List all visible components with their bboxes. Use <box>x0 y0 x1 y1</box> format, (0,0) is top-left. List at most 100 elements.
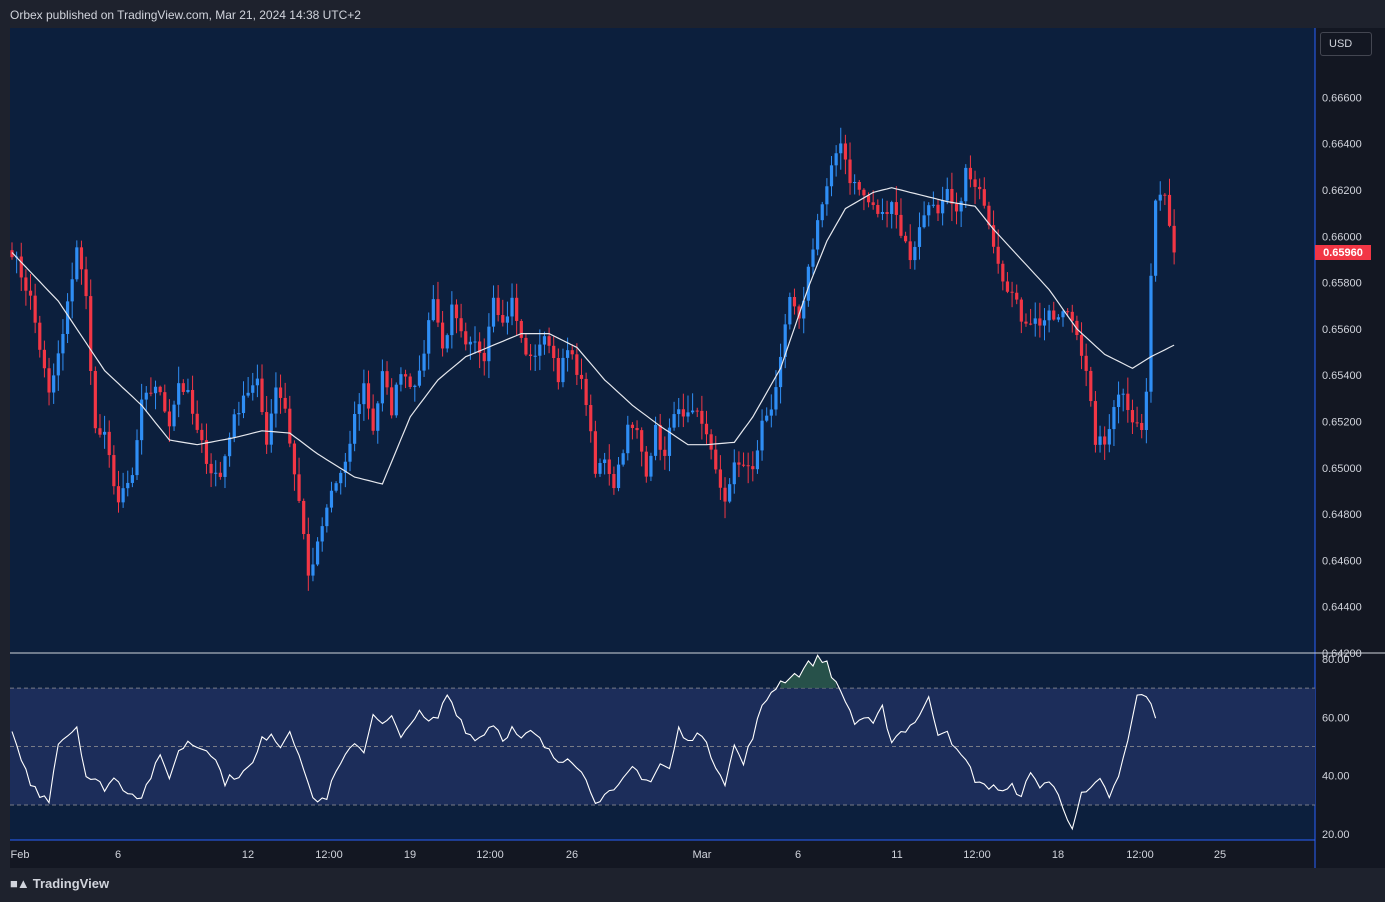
candle-body <box>630 424 635 428</box>
candle-body <box>265 412 269 445</box>
moving-average-line <box>11 187 1175 485</box>
candle-body <box>38 322 42 350</box>
candle <box>769 394 773 428</box>
candle <box>89 279 93 385</box>
candle <box>246 376 250 398</box>
candle-body <box>751 466 755 470</box>
candle <box>584 372 588 416</box>
candle-body <box>190 389 195 414</box>
candle <box>1015 284 1019 305</box>
candle-body <box>255 378 259 386</box>
candle <box>968 155 973 188</box>
candle-body <box>723 487 727 502</box>
candle-body <box>746 465 750 467</box>
candle-body <box>431 299 435 321</box>
candle <box>385 361 389 395</box>
candle-body <box>667 427 672 456</box>
currency-button[interactable]: USD <box>1320 32 1372 56</box>
candle-body <box>927 205 931 216</box>
candle-body <box>496 297 500 316</box>
candle <box>1033 302 1037 337</box>
candle <box>371 394 375 435</box>
candle-body <box>524 337 528 355</box>
time-tick-label: 11 <box>891 849 902 861</box>
candle-body <box>1107 429 1111 445</box>
candle <box>65 293 70 344</box>
candle-body <box>941 200 945 214</box>
candle-body <box>464 331 468 345</box>
price-tick-label: 0.66400 <box>1322 139 1362 151</box>
candle <box>417 355 422 388</box>
candle-body <box>195 413 199 430</box>
candle <box>561 348 565 388</box>
candle-body <box>1167 194 1172 226</box>
candle <box>181 379 185 396</box>
candle <box>1010 281 1014 308</box>
candle <box>649 452 653 482</box>
candle-body <box>1001 263 1005 282</box>
candle <box>695 407 699 418</box>
candle-body <box>98 428 102 435</box>
candle <box>362 369 366 421</box>
candle <box>737 451 741 478</box>
candle-body <box>607 459 611 474</box>
candle <box>177 366 181 418</box>
candle <box>570 344 574 360</box>
candle-body <box>459 318 463 332</box>
candle-body <box>672 414 676 428</box>
candle-body <box>56 353 60 376</box>
candle-body <box>626 424 630 454</box>
candle-body <box>515 297 519 321</box>
candle <box>788 292 792 330</box>
candle-body <box>505 316 510 323</box>
candle <box>510 283 514 326</box>
candle-body <box>75 247 79 280</box>
candle <box>603 452 607 475</box>
candle-body <box>42 349 47 369</box>
candle <box>334 481 338 493</box>
candle-body <box>1140 422 1144 430</box>
candle <box>927 202 931 227</box>
candle-body <box>695 410 699 412</box>
candle <box>348 430 352 472</box>
candle-body <box>922 215 926 228</box>
brand: ■▲ TradingView <box>10 876 109 891</box>
candle <box>593 420 597 478</box>
candle <box>103 415 107 449</box>
candle-body <box>93 371 97 429</box>
candle <box>42 340 47 378</box>
candle <box>880 198 885 221</box>
candle-body <box>297 474 301 501</box>
candle-body <box>158 386 162 393</box>
candle-body <box>839 143 843 154</box>
candle <box>714 435 718 474</box>
candle <box>149 377 153 397</box>
candle-body <box>28 290 33 296</box>
price-tick-label: 0.66000 <box>1322 231 1362 243</box>
candle-body <box>366 383 371 409</box>
publisher-text: Orbex published on TradingView.com, Mar … <box>10 8 361 22</box>
candle <box>459 303 463 338</box>
candle <box>667 418 672 472</box>
candle <box>519 319 523 343</box>
candle <box>237 401 241 426</box>
candle-body <box>385 371 389 388</box>
candle <box>232 409 236 443</box>
candle-body <box>320 526 324 542</box>
candle <box>135 429 139 480</box>
candle-body <box>237 413 241 415</box>
candle <box>473 326 477 354</box>
candle-body <box>593 431 597 474</box>
candle <box>538 329 542 371</box>
candle-body <box>1024 321 1028 324</box>
candle-body <box>991 225 996 247</box>
candle <box>1098 425 1102 453</box>
candle <box>973 170 977 205</box>
candle <box>126 470 130 497</box>
candle-body <box>1038 318 1042 326</box>
candle-body <box>709 434 713 450</box>
candle <box>890 200 894 229</box>
candle-body <box>1066 311 1070 313</box>
candle <box>130 467 134 488</box>
